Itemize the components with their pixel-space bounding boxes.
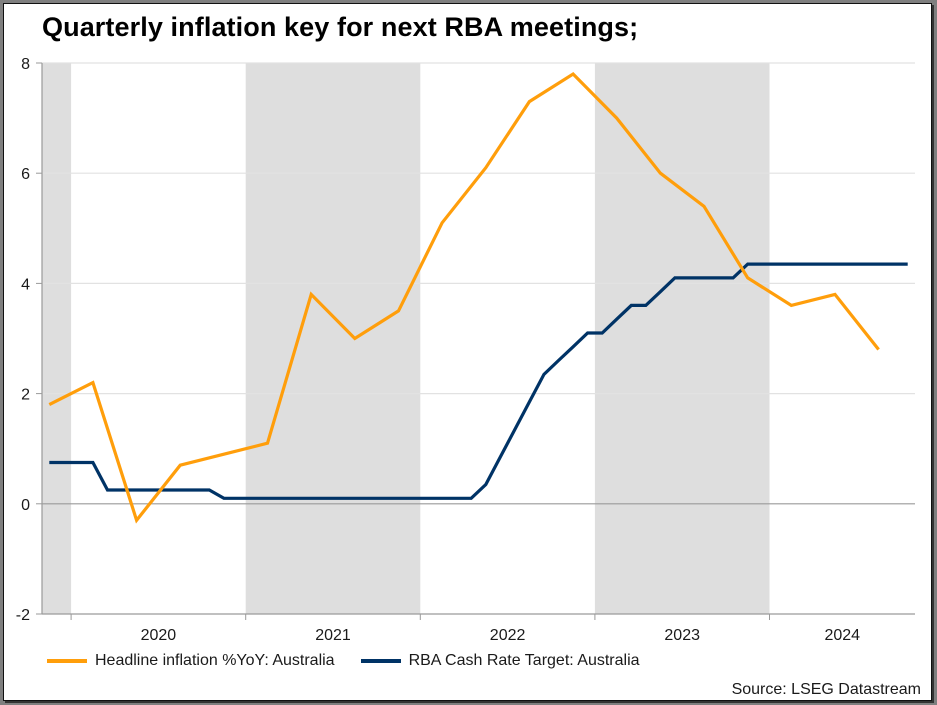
y-tick-label: -2 (16, 607, 30, 624)
inflation-line (48, 71, 880, 524)
x-tick-label: 2021 (315, 627, 351, 644)
x-tick-label: 2024 (824, 627, 860, 644)
chart-title: Quarterly inflation key for next RBA mee… (42, 12, 639, 42)
shaded-year-2021 (245, 63, 421, 614)
year-shading (42, 63, 770, 614)
legend-item-inflation: Headline inflation %YoY: Australia (47, 652, 335, 670)
y-ticks: 8 6 4 2 0 -2 (16, 56, 42, 624)
x-ticks: 2020 2021 2022 2023 2024 (70, 614, 860, 644)
y-tick-label: 8 (21, 56, 30, 73)
legend-swatch-inflation (47, 659, 87, 663)
shaded-year-2019 (42, 63, 72, 614)
gridlines (42, 62, 915, 505)
axes (41, 63, 915, 615)
series-lines (48, 71, 908, 524)
legend-label-cash-rate: RBA Cash Rate Target: Australia (408, 652, 640, 669)
shaded-year-2023 (594, 63, 770, 614)
y-tick-label: 4 (21, 276, 30, 293)
cash-rate-line (49, 262, 908, 500)
legend: Headline inflation %YoY: Australia RBA C… (47, 652, 666, 670)
y-tick-label: 6 (21, 166, 30, 183)
y-tick-label: 0 (21, 497, 30, 514)
y-tick-label: 2 (21, 387, 30, 404)
chart-frame (3, 3, 932, 701)
legend-label-inflation: Headline inflation %YoY: Australia (95, 652, 335, 669)
x-tick-label: 2020 (141, 627, 177, 644)
legend-item-cash-rate: RBA Cash Rate Target: Australia (360, 652, 640, 670)
x-tick-label: 2022 (490, 627, 526, 644)
legend-swatch-cash-rate (360, 659, 401, 663)
source-note: Source: LSEG Datastream (731, 681, 921, 698)
x-tick-label: 2023 (664, 627, 700, 644)
